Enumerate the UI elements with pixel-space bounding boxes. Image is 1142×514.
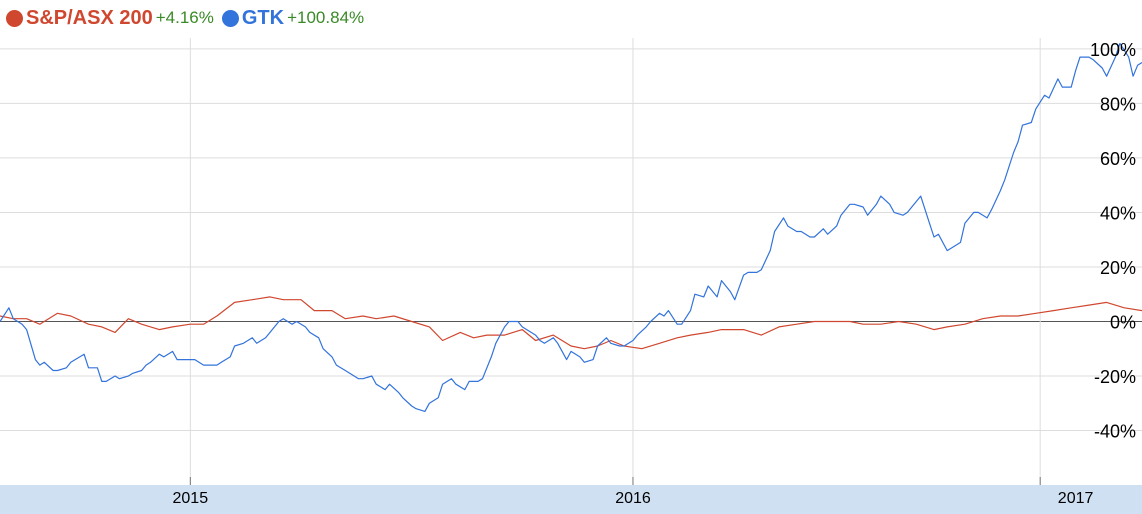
- y-tick-label: -20%: [1094, 367, 1136, 387]
- y-tick-label: 80%: [1100, 94, 1136, 114]
- timeline-navigator[interactable]: 2015 2016 2017: [0, 485, 1142, 514]
- legend-item-gtk[interactable]: GTK +100.84%: [221, 6, 365, 30]
- series-line-gtk: [0, 42, 1142, 412]
- series-line-s-p-asx-200: [0, 296, 1142, 350]
- x-tick-label: 2017: [1057, 490, 1094, 507]
- x-tick-label: 2015: [172, 490, 209, 507]
- legend-item-sp-asx-200[interactable]: S&P/ASX 200 +4.16%: [6, 7, 214, 30]
- y-tick-label: 100%: [1090, 40, 1136, 60]
- price-comparison-chart[interactable]: 100% 80% 60% 40% 20% 0% -20% -40%: [0, 38, 1142, 514]
- legend-series-name: GTK: [241, 6, 285, 29]
- legend-series-name: S&P/ASX 200: [26, 6, 153, 29]
- x-tick-label: 2016: [615, 490, 651, 507]
- y-tick-label: 40%: [1100, 203, 1136, 223]
- y-tick-label: 0%: [1110, 312, 1136, 332]
- y-tick-label: -40%: [1094, 421, 1136, 441]
- chart-legend: S&P/ASX 200 +4.16% GTK +100.84%: [6, 5, 372, 31]
- y-tick-label: 60%: [1100, 149, 1136, 169]
- legend-series-change: +100.84%: [287, 8, 365, 27]
- legend-series-change: +4.16%: [155, 8, 214, 27]
- y-tick-label: 20%: [1100, 258, 1136, 278]
- gtk-color-dot: [221, 9, 239, 27]
- sp-asx-200-color-dot: [6, 9, 23, 27]
